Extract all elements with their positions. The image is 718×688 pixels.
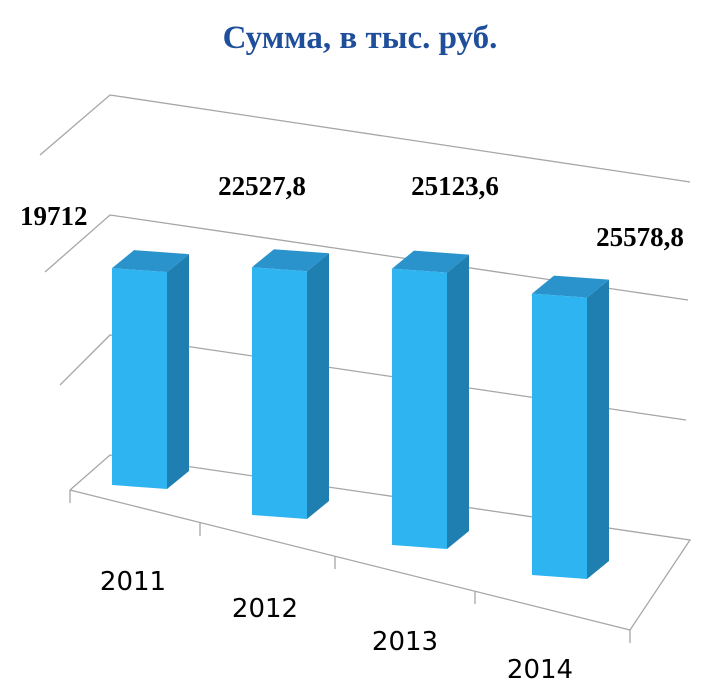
bar <box>252 249 329 519</box>
x-tick-label: 2014 <box>507 655 573 685</box>
floor-front <box>69 489 631 631</box>
bar <box>392 250 469 550</box>
value-label: 22527,8 <box>218 171 306 201</box>
bar-top <box>252 249 329 272</box>
bar-top <box>392 250 469 273</box>
bar-side <box>587 279 609 579</box>
bar-side <box>307 253 329 519</box>
chart-title: Сумма, в тыс. руб. <box>223 20 498 56</box>
bar-front <box>252 267 307 519</box>
x-tick-label: 2012 <box>232 594 298 624</box>
bar-side <box>447 254 469 550</box>
walls <box>39 94 692 643</box>
bar-top <box>532 275 609 298</box>
value-label: 25578,8 <box>596 222 684 252</box>
x-tick-label: 2013 <box>372 627 438 657</box>
bar-top <box>112 250 189 273</box>
wall-grid <box>44 214 689 301</box>
bar-front <box>392 268 447 549</box>
value-label: 19712 <box>20 201 88 231</box>
bar <box>112 250 189 489</box>
value-label: 25123,6 <box>411 171 499 201</box>
bar-side <box>167 254 189 489</box>
bar <box>532 275 609 579</box>
wall-top <box>39 94 691 183</box>
bar-front <box>112 268 167 489</box>
wall-grid <box>59 334 687 421</box>
bar-front <box>532 293 587 579</box>
x-tick-label: 2011 <box>100 567 166 597</box>
